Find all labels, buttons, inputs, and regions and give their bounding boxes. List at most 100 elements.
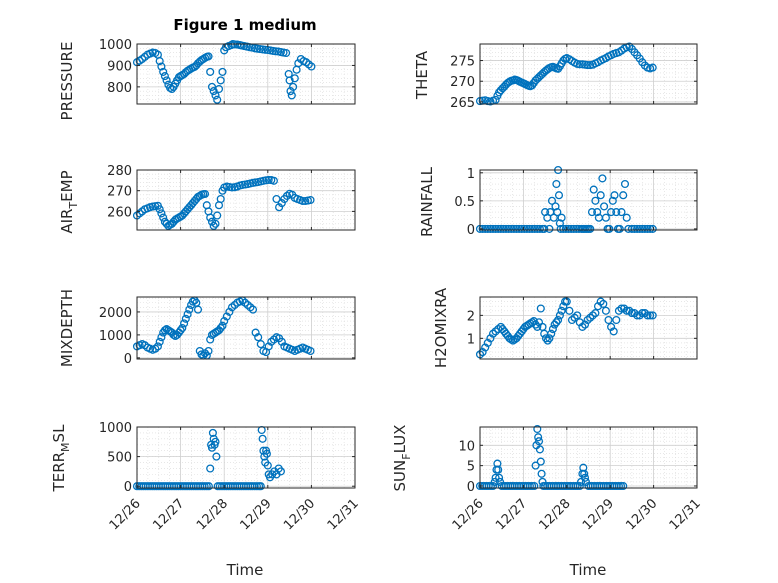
pressure-data-point: [282, 48, 291, 58]
mixdepth-data-point: [155, 337, 164, 346]
terr-msl-ylabel: TERRMSL: [50, 424, 72, 493]
mixdepth-data-point: [248, 305, 258, 314]
pressure-data-point: [162, 76, 171, 85]
pressure-data-point: [216, 76, 225, 85]
rainfall-data-point: [567, 224, 576, 233]
rainfall-ytick-label: 0: [467, 223, 475, 238]
rainfall-ytick-label: 1: [467, 167, 475, 182]
h2omixra-ylabel: H2OMIXRA: [432, 287, 450, 368]
mixdepth-data-point: [197, 350, 206, 359]
mixdepth-data-point: [204, 346, 213, 356]
rainfall-data-point: [643, 224, 652, 233]
air-temp-data-point: [272, 194, 281, 204]
mixdepth-data-point: [193, 305, 203, 314]
rainfall-data-point: [615, 224, 624, 233]
h2omixra-data-point: [588, 311, 597, 320]
rainfall-data-point: [627, 224, 636, 233]
h2omixra-data-point: [543, 336, 552, 345]
rainfall-data-point: [561, 224, 570, 233]
rainfall-data-point: [501, 224, 511, 233]
theta-ylabel: THETA: [413, 50, 431, 100]
air-temp-data-point: [298, 196, 307, 206]
rainfall-data-point: [605, 224, 614, 233]
h2omixra-data-point: [648, 311, 657, 320]
h2omixra-data-point: [545, 334, 554, 343]
mixdepth-data-point: [153, 342, 162, 351]
h2omixra-data-point: [533, 322, 542, 331]
theta-ytick-label: 265: [450, 96, 475, 111]
sun-flux-data-point: [537, 469, 546, 478]
pressure-ytick-label: 800: [107, 81, 132, 96]
rainfall-data-point: [648, 224, 657, 233]
h2omixra-ytick-label: 2: [467, 309, 475, 324]
terr-msl-axes-box: [136, 426, 356, 489]
rainfall-data-point: [612, 208, 621, 217]
rainfall-data-point: [488, 224, 498, 233]
rainfall-data-point: [515, 224, 524, 233]
theta-data-point: [648, 63, 657, 72]
terr-msl-data-point: [208, 428, 217, 437]
sun-flux-data-point: [530, 481, 539, 491]
h2omixra-data-point: [643, 311, 652, 320]
pressure-data-point: [207, 82, 217, 91]
mixdepth-data-point: [241, 298, 250, 307]
pressure-data-point: [286, 87, 295, 96]
mixdepth-data-point: [267, 337, 276, 346]
rainfall-data-point: [486, 224, 495, 233]
terr-msl-data-point: [262, 449, 271, 458]
theta-ytick-label: 275: [450, 55, 475, 70]
rainfall-data-point: [509, 224, 518, 233]
pressure-ytick-label: 900: [107, 59, 132, 74]
h2omixra-data-point: [488, 329, 498, 338]
h2omixra-data-point: [599, 299, 608, 308]
rainfall-data-point: [535, 224, 544, 233]
h2omixra-data-point: [586, 313, 595, 322]
pressure-data-point: [157, 62, 166, 71]
sun-flux-ytick-label: 0: [467, 480, 475, 495]
mixdepth-data-point: [256, 340, 265, 349]
air-temp-data-point: [155, 205, 164, 214]
terr-msl-data-point: [258, 434, 267, 443]
mixdepth-axes-box: [136, 296, 356, 360]
sun-flux-data-point: [531, 461, 540, 470]
rainfall-data-point: [630, 224, 639, 233]
pressure-data-point: [214, 84, 224, 94]
rainfall-data-point: [557, 213, 566, 222]
rainfall-ylabel: RAINFALL: [418, 166, 436, 237]
h2omixra-data-point: [601, 306, 610, 315]
h2omixra-data-point: [547, 329, 556, 338]
mixdepth-data-point: [160, 326, 169, 335]
rainfall-ytick-label: 0.5: [454, 195, 475, 210]
rainfall-data-point: [517, 224, 526, 233]
pressure-data-point: [218, 67, 227, 76]
h2omixra-data-point: [557, 306, 566, 315]
h2omixra-data-point: [609, 327, 618, 336]
rainfall-data-point: [545, 224, 554, 233]
rainfall-data-point: [587, 208, 597, 217]
sun-flux-data-point: [580, 469, 589, 478]
rainfall-data-point: [593, 208, 602, 217]
mixdepth-data-point: [206, 335, 215, 344]
rainfall-data-point: [525, 224, 534, 233]
theta-data-point: [625, 42, 634, 51]
h2omixra-data-point: [548, 325, 557, 334]
rainfall-data-point: [598, 174, 607, 183]
pressure-data-point: [287, 91, 296, 100]
air-temp-data-point: [209, 221, 218, 230]
sun-flux-data-point: [494, 465, 503, 474]
air-temp-data-point: [216, 194, 225, 204]
air-temp-data-point: [206, 213, 215, 222]
pressure-data-point: [294, 59, 303, 68]
h2omixra-data-point: [646, 311, 655, 320]
rainfall-axes-box: [479, 169, 698, 231]
sun-flux-data-point: [580, 473, 590, 482]
h2omixra-axes-box: [479, 296, 698, 360]
terr-msl-data-point: [206, 464, 215, 473]
rainfall-data-point: [478, 224, 487, 233]
theta-axes-box: [479, 43, 698, 105]
theta-data-point: [583, 61, 592, 70]
rainfall-data-point: [556, 224, 565, 233]
air-temp-data-point: [159, 213, 168, 222]
pressure-data-point: [155, 57, 164, 66]
